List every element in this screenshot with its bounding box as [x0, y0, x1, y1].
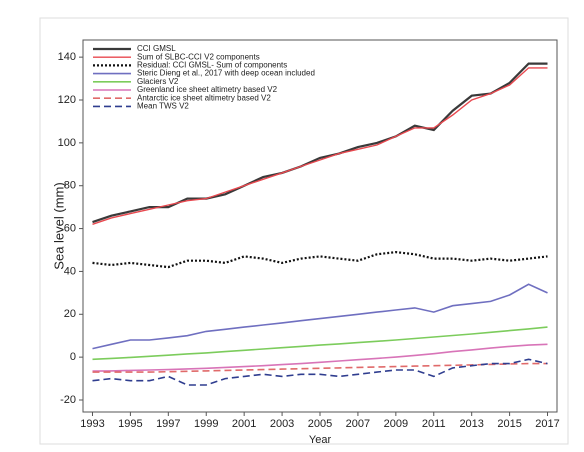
series-line: [92, 62, 548, 224]
x-tick-label: 2013: [459, 418, 483, 430]
legend-label: Glaciers V2: [137, 77, 179, 86]
x-tick-label: 2015: [497, 418, 521, 430]
x-tick-label: 2017: [535, 418, 559, 430]
frame: [39, 17, 569, 445]
x-tick-label: 1999: [194, 418, 218, 430]
legend-label: Residual: CCI GMSL- Sum of components: [137, 61, 287, 70]
x-axis-title: Year: [309, 434, 332, 446]
legend-label: Sum of SLBC-CCI V2 components: [137, 52, 260, 61]
legend-label: CCI GMSL: [137, 44, 176, 53]
y-tick-label: -20: [60, 394, 76, 406]
series-line: [92, 326, 548, 361]
legend-label: Mean TWS V2: [137, 102, 189, 111]
x-tick-label: 2007: [346, 418, 370, 430]
x-tick-label: 1995: [118, 418, 142, 430]
y-tick-label: 140: [58, 51, 76, 63]
y-tick-label: 120: [58, 94, 76, 106]
series-line: [92, 362, 548, 373]
series-line: [92, 250, 548, 269]
legend-label: Greenland ice sheet altimetry based V2: [137, 85, 278, 94]
x-tick-label: 2001: [232, 418, 256, 430]
legend-label: Steric Dieng et al., 2017 with deep ocea…: [137, 69, 315, 78]
x-tick-label: 2011: [422, 418, 446, 430]
series-line: [92, 283, 548, 350]
y-tick-label: 80: [64, 180, 76, 192]
y-tick-label: 40: [64, 265, 76, 277]
x-tick-label: 2003: [270, 418, 294, 430]
x-tick-label: 2009: [384, 418, 408, 430]
y-tick-label: 60: [64, 222, 76, 234]
series-line: [92, 67, 548, 225]
x-tick-label: 1997: [156, 418, 180, 430]
series-line: [92, 343, 548, 372]
y-tick-label: 100: [58, 137, 76, 149]
y-axis-title: Sea level (mm): [51, 182, 66, 269]
series-line: [92, 358, 548, 386]
x-tick-label: 2005: [308, 418, 332, 430]
x-tick-label: 1993: [80, 418, 104, 430]
y-tick-label: 20: [64, 308, 76, 320]
legend-label: Antarctic ice sheet altimetry based V2: [137, 93, 271, 102]
y-tick-label: 0: [70, 351, 76, 363]
